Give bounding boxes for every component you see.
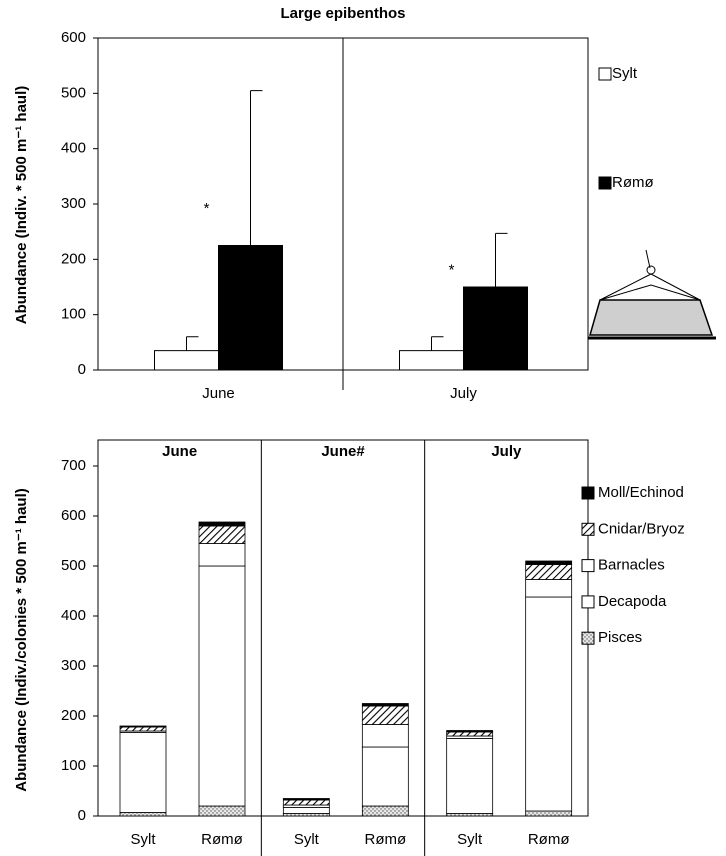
bar-segment [361,705,409,725]
y-tick-label: 300 [61,195,86,212]
x-tick-label: Rømø [201,831,243,848]
bar-segment [525,579,573,598]
group-label: June [162,443,197,460]
error-bar [250,90,263,246]
y-tick-label: 600 [61,29,86,46]
y-axis-label: Abundance (Indiv./colonies * 500 m⁻¹ hau… [13,488,30,792]
plot-frame [97,439,589,817]
y-axis-label: Abundance (Indiv. * 500 m⁻¹ haul) [13,86,30,325]
bar [463,286,528,371]
y-tick-label: 0 [78,807,86,824]
legend-swatch [598,176,612,190]
y-tick-label: 400 [61,607,86,624]
bar-segment [282,807,330,814]
bar-segment [198,543,246,567]
x-tick-label: Rømø [365,831,407,848]
x-tick-label: Sylt [294,831,320,848]
chart-title: Large epibenthos [280,5,405,22]
legend-label: Sylt [612,65,638,82]
bar-segment [119,726,167,732]
bar-segment [119,812,167,817]
legend-label: Pisces [598,629,642,646]
legend-label: Decapoda [598,593,667,610]
bar-segment [525,560,573,565]
x-tick-label: Sylt [130,831,156,848]
y-tick-label: 300 [61,657,86,674]
annotation: * [204,200,210,217]
bar-segment [446,731,494,737]
bar-segment [198,565,246,807]
y-tick-label: 500 [61,84,86,101]
legend-swatch [581,595,595,609]
legend-label: Rømø [612,174,654,191]
bar-segment [198,525,246,544]
bar [399,350,464,371]
y-tick-label: 100 [61,306,86,323]
bar-segment [361,703,409,707]
bar-segment [282,798,330,801]
bar-segment [198,805,246,817]
group-label: June# [321,443,365,460]
bar-segment [525,810,573,817]
bar-segment [282,799,330,806]
legend-label: Cnidar/Bryoz [598,520,685,537]
y-tick-label: 200 [61,250,86,267]
y-tick-label: 600 [61,507,86,524]
legend-label: Barnacles [598,557,665,574]
bar-segment [525,564,573,580]
x-tick-label: Rømø [528,831,570,848]
bar-segment [119,725,167,728]
bar-segment [446,730,494,733]
bar-segment [446,738,494,814]
error-bar [186,336,199,351]
bar-segment [361,805,409,817]
legend-swatch [598,67,612,81]
bar-segment [198,521,246,527]
annotation: * [449,262,455,279]
legend-swatch [581,522,595,536]
y-tick-label: 100 [61,757,86,774]
x-tick-label: June [202,385,235,402]
error-bar [431,336,444,351]
y-tick-label: 500 [61,557,86,574]
legend-swatch [581,486,595,500]
x-tick-label: Sylt [457,831,483,848]
y-tick-label: 200 [61,707,86,724]
legend-label: Moll/Echinod [598,484,684,501]
bar [154,350,219,371]
legend-swatch [581,559,595,573]
bar-segment [361,746,409,807]
group-label: July [491,443,522,460]
bar-segment [119,732,167,813]
bar-segment [361,724,409,748]
bar [218,245,283,371]
legend-swatch [581,631,595,645]
y-tick-label: 700 [61,457,86,474]
error-bar [495,232,508,287]
bar-segment [525,596,573,812]
y-tick-label: 400 [61,140,86,157]
y-tick-label: 0 [78,361,86,378]
x-tick-label: July [450,385,477,402]
trawl-icon [588,249,716,340]
